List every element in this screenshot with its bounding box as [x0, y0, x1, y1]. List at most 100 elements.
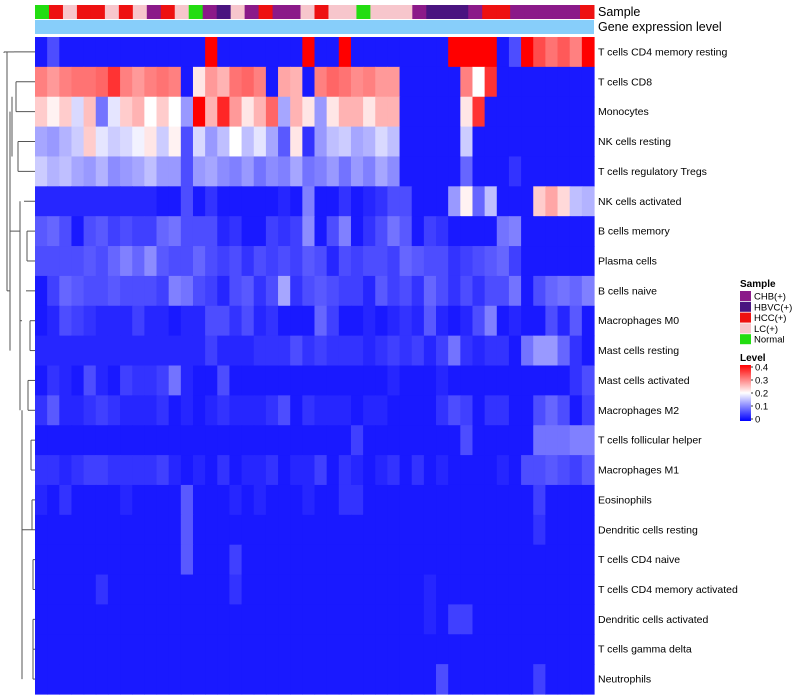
heatmap-cell: [411, 126, 425, 158]
heatmap-cell: [132, 216, 145, 247]
heatmap-cell: [290, 246, 303, 277]
heatmap-cell: [83, 395, 97, 426]
heatmap-cell: [399, 574, 413, 606]
heatmap-cell: [387, 455, 401, 486]
heatmap-cell: [217, 246, 231, 277]
heatmap-cell: [350, 634, 364, 665]
heatmap-cell: [350, 365, 364, 396]
heatmap-cell: [533, 216, 546, 247]
heatmap-cell: [521, 604, 534, 635]
heatmap-cell: [314, 484, 328, 516]
sample-annotation-cell: [314, 5, 329, 19]
heatmap-cell: [302, 514, 316, 546]
heatmap-cell: [472, 395, 486, 426]
heatmap-cell: [460, 574, 474, 606]
heatmap-cell: [290, 186, 303, 217]
heatmap-cell: [290, 544, 303, 576]
heatmap-cell: [229, 455, 243, 486]
heatmap-cell: [363, 484, 376, 516]
heatmap-cell: [423, 66, 437, 98]
heatmap-cell: [557, 455, 571, 486]
heatmap-cell: [399, 544, 413, 576]
heatmap-cell: [448, 574, 461, 606]
heatmap-cell: [472, 216, 486, 247]
heatmap-cell: [144, 66, 158, 98]
heatmap-cell: [569, 514, 583, 546]
heatmap-cell: [229, 484, 243, 516]
heatmap-cell: [448, 186, 461, 217]
heatmap-cell: [156, 216, 170, 247]
heatmap-cell: [290, 395, 303, 426]
heatmap-cell: [375, 335, 389, 367]
heatmap-cell: [144, 395, 158, 426]
row-label: Monocytes: [598, 106, 649, 118]
heatmap-cell: [484, 574, 498, 606]
heatmap-cell: [156, 574, 170, 606]
heatmap-cell: [192, 335, 206, 367]
heatmap-cell: [59, 305, 73, 337]
heatmap-cell: [326, 216, 340, 247]
heatmap-cell: [569, 37, 583, 68]
heatmap-cell: [241, 246, 255, 277]
heatmap-cell: [533, 37, 546, 68]
heatmap-cell: [387, 335, 401, 367]
heatmap-cell: [217, 275, 231, 307]
heatmap-cell: [83, 275, 97, 307]
heatmap-cell: [350, 66, 364, 98]
heatmap-cell: [423, 186, 437, 217]
heatmap-cell: [290, 275, 303, 307]
heatmap-cell: [545, 335, 559, 367]
heatmap-cell: [521, 156, 534, 187]
heatmap-cell: [192, 37, 206, 68]
heatmap-cell: [545, 66, 559, 98]
heatmap-cell: [205, 216, 218, 247]
heatmap-cell: [533, 96, 546, 128]
heatmap-cell: [229, 335, 243, 367]
heatmap-cell: [120, 634, 133, 665]
heatmap-cell: [180, 156, 194, 187]
heatmap-cell: [350, 216, 364, 247]
heatmap-cell: [120, 664, 133, 695]
heatmap-cell: [496, 305, 510, 337]
heatmap-cell: [448, 37, 461, 68]
heatmap-cell: [581, 604, 595, 635]
heatmap-cell: [95, 156, 109, 187]
heatmap-cell: [326, 425, 340, 456]
heatmap-cell: [132, 425, 145, 456]
heatmap-cell: [180, 634, 194, 665]
heatmap-cell: [533, 156, 546, 187]
sample-annotation-cell: [384, 5, 399, 19]
heatmap-cell: [338, 156, 352, 187]
heatmap-cell: [217, 305, 231, 337]
heatmap-cell: [472, 574, 486, 606]
heatmap-cell: [411, 156, 425, 187]
heatmap-cell: [460, 335, 474, 367]
heatmap-cell: [508, 514, 522, 546]
heatmap-cell: [484, 455, 498, 486]
heatmap-cell: [205, 186, 218, 217]
heatmap-cell: [581, 574, 595, 606]
heatmap-cell: [411, 634, 425, 665]
heatmap-cell: [83, 37, 97, 68]
heatmap-cell: [132, 664, 145, 695]
row-label: Macrophages M1: [598, 465, 679, 477]
heatmap-cell: [569, 305, 583, 337]
heatmap-cell: [59, 335, 73, 367]
heatmap-cell: [217, 216, 231, 247]
heatmap-cell: [132, 634, 145, 665]
heatmap-cell: [278, 37, 291, 68]
heatmap-cell: [569, 455, 583, 486]
heatmap-cell: [83, 604, 97, 635]
heatmap-cell: [484, 275, 498, 307]
heatmap-cell: [472, 37, 486, 68]
heatmap-cell: [107, 664, 121, 695]
heatmap-cell: [460, 664, 474, 695]
sample-annotation-cell: [104, 5, 120, 19]
heatmap-cell: [363, 126, 376, 158]
heatmap-cell: [302, 216, 316, 247]
heatmap-cell: [168, 186, 182, 217]
heatmap-cell: [241, 395, 255, 426]
heatmap-cell: [120, 514, 133, 546]
heatmap-cell: [350, 664, 364, 695]
heatmap-cell: [302, 126, 316, 158]
